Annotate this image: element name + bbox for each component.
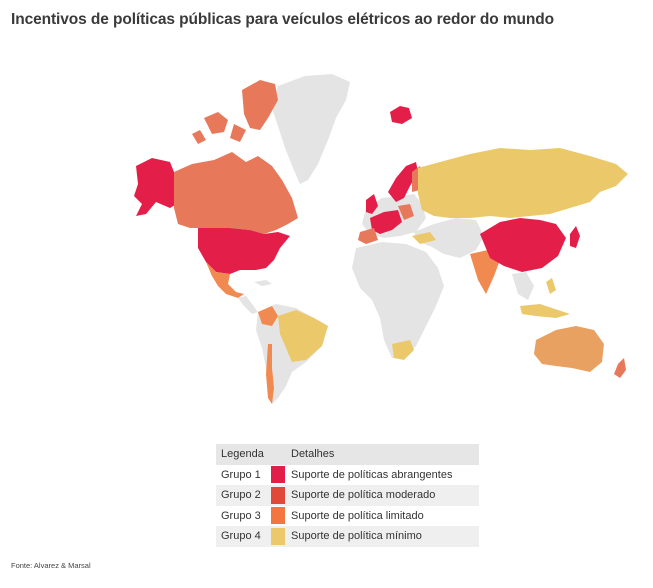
middle-east-region[interactable] xyxy=(414,218,484,258)
legend-header-group: Legenda xyxy=(216,444,270,465)
africa-region[interactable] xyxy=(352,242,444,358)
legend-group-label: Grupo 3 xyxy=(221,509,261,522)
legend-header-details: Detalhes xyxy=(286,444,479,465)
legend-swatch-cell xyxy=(270,485,286,506)
legend-swatch-group-2 xyxy=(271,486,285,504)
legend-group-label: Grupo 4 xyxy=(216,526,270,547)
legend-swatch-cell xyxy=(270,526,286,547)
indonesia-region[interactable] xyxy=(520,304,570,318)
japan-region[interactable] xyxy=(570,226,580,248)
legend-group-label: Grupo 1 xyxy=(221,468,261,481)
central-europe-region[interactable] xyxy=(398,204,414,220)
page-title: Incentivos de políticas públicas para ve… xyxy=(11,11,554,28)
canada-region[interactable] xyxy=(174,152,298,234)
colombia-region[interactable] xyxy=(258,306,278,326)
legend-detail-label: Suporte de política mínimo xyxy=(286,526,479,547)
russia-region[interactable] xyxy=(418,148,628,218)
iberia-region[interactable] xyxy=(358,228,378,244)
legend-swatch-group-4 xyxy=(271,527,285,545)
legend-swatch-group-1 xyxy=(271,466,285,484)
western-europe-region[interactable] xyxy=(370,210,402,234)
legend-header-spacer xyxy=(270,444,286,465)
greenland-region[interactable] xyxy=(272,74,350,184)
caribbean-region[interactable] xyxy=(254,280,272,286)
source-note: Fonte: Alvarez & Marsal xyxy=(11,561,91,570)
legend-swatch-cell xyxy=(270,506,286,527)
legend-group-label: Grupo 2 xyxy=(216,485,270,506)
alaska-region[interactable] xyxy=(134,158,180,216)
usa-region[interactable] xyxy=(198,228,290,274)
legend-detail-label: Suporte de política moderado xyxy=(286,485,479,506)
legend-row-3: Grupo 3 Suporte de política limitado xyxy=(216,506,479,527)
new-zealand-region[interactable] xyxy=(614,358,626,378)
chile-region[interactable] xyxy=(266,344,274,404)
philippines-region[interactable] xyxy=(546,278,556,294)
scandinavia-region[interactable] xyxy=(388,162,418,202)
india-region[interactable] xyxy=(470,250,500,294)
central-america-region[interactable] xyxy=(238,296,258,314)
uk-region[interactable] xyxy=(366,194,378,214)
iceland-region[interactable] xyxy=(390,106,412,124)
legend-row-2: Grupo 2 Suporte de política moderado xyxy=(216,485,479,506)
southeast-asia-region[interactable] xyxy=(512,272,534,300)
turkey-region[interactable] xyxy=(412,232,436,244)
legend-header-row: Legenda Detalhes xyxy=(216,444,479,465)
mexico-region[interactable] xyxy=(206,262,244,298)
china-region[interactable] xyxy=(480,218,566,272)
legend-detail-label: Suporte de política limitado xyxy=(291,509,424,522)
legend-detail-label: Suporte de políticas abrangentes xyxy=(291,468,453,481)
south-africa-region[interactable] xyxy=(392,340,414,360)
legend-swatch-group-3 xyxy=(271,507,285,525)
brazil-region[interactable] xyxy=(278,310,328,362)
world-map xyxy=(134,74,628,404)
legend-table: Legenda Detalhes Grupo 1 Suporte de polí… xyxy=(216,444,479,547)
legend-swatch-cell xyxy=(270,465,286,486)
legend-row-4: Grupo 4 Suporte de política mínimo xyxy=(216,526,479,547)
legend-row-1: Grupo 1 Suporte de políticas abrangentes xyxy=(216,465,479,486)
australia-region[interactable] xyxy=(534,326,604,372)
canada-arctic-region[interactable] xyxy=(242,80,278,130)
canada-islands-region[interactable] xyxy=(192,112,246,144)
